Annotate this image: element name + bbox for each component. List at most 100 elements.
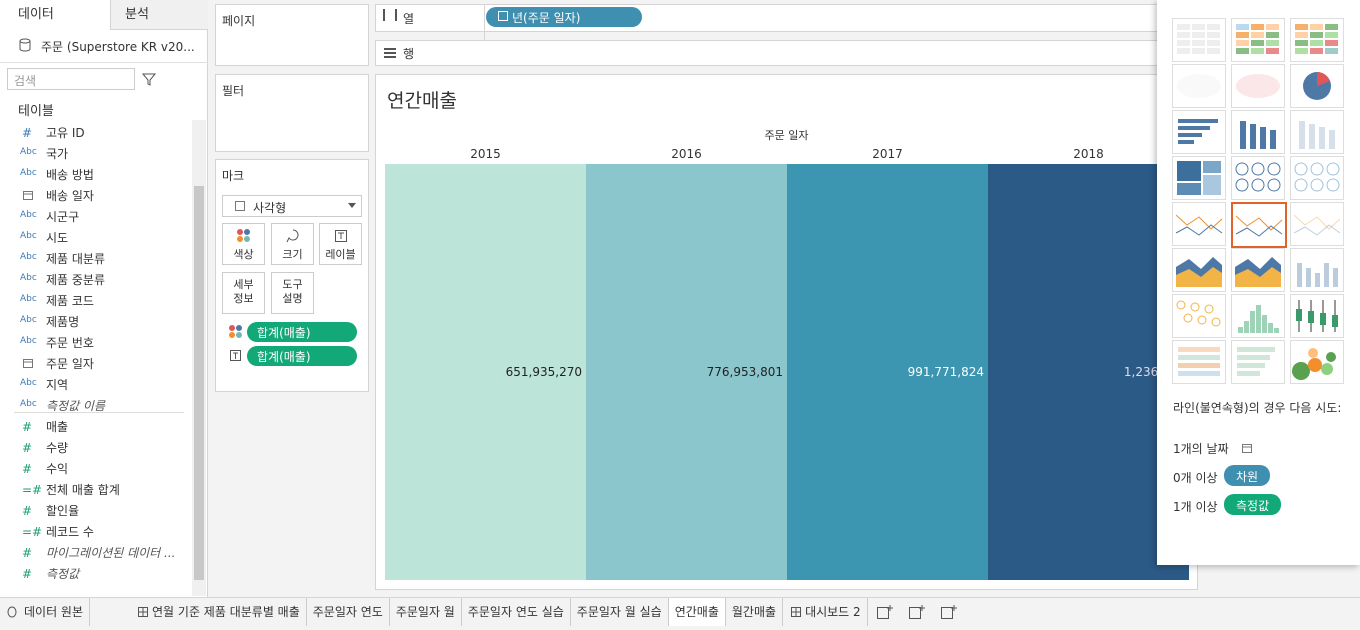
field[interactable]: 주문 일자 — [46, 357, 94, 371]
field[interactable]: 시군구 — [46, 210, 80, 224]
rows-text: 행 — [403, 47, 415, 61]
sheet-tab[interactable]: 주문일자 월 — [390, 598, 462, 626]
mark-button[interactable]: 도구 설명 — [271, 272, 314, 314]
icon-shape — [1178, 355, 1220, 360]
heat-cell[interactable] — [586, 164, 787, 580]
chart-thumbnail[interactable] — [1231, 18, 1285, 62]
chart-thumbnail[interactable] — [1290, 156, 1344, 200]
date-pill[interactable]: 년(주문 일자) — [486, 7, 642, 27]
field[interactable]: 제품 중분류 — [46, 273, 106, 287]
icon-shape — [1192, 40, 1205, 46]
show-me: 라인(불연속형)의 경우 다음 시도: 1개의 날짜 0개 이상 차원 1개 이상 측정값 — [1157, 0, 1360, 565]
icon-shape — [1267, 162, 1281, 176]
measure-pill[interactable]: 합계(매출) — [247, 346, 357, 366]
chart-thumbnail[interactable] — [1290, 110, 1344, 154]
data-tab[interactable]: 데이터 — [18, 7, 54, 22]
icon-shape — [1177, 74, 1221, 98]
field[interactable]: 지역 — [46, 378, 69, 392]
requirement: 0개 이상 — [1173, 471, 1218, 485]
field[interactable]: 제품명 — [46, 315, 80, 329]
icon-shape — [1320, 313, 1326, 325]
chart-thumbnail[interactable] — [1172, 110, 1226, 154]
new-sheet-button[interactable] — [908, 604, 926, 620]
sheet-tab[interactable]: 월간매출 — [726, 598, 784, 626]
chart-thumbnail[interactable] — [1231, 340, 1285, 384]
field[interactable]: 측정값 이름 — [46, 399, 106, 413]
icon-shape — [237, 229, 243, 235]
field-icon: # — [22, 546, 33, 560]
icon-shape — [1236, 48, 1249, 54]
chart-thumbnail[interactable] — [1290, 202, 1344, 246]
field[interactable]: 레코드 수 — [46, 525, 94, 539]
field[interactable]: 수량 — [46, 441, 69, 455]
icon-shape — [1299, 121, 1305, 149]
sheet-tab[interactable]: 연간매출 — [668, 598, 726, 626]
mark-button-label: 색상 — [233, 248, 254, 261]
chart-thumbnail[interactable] — [1172, 248, 1226, 292]
field[interactable]: 매출 — [46, 420, 69, 434]
icon-shape — [1251, 24, 1264, 30]
chart-thumbnail[interactable] — [1172, 294, 1226, 338]
mark-button-icon — [335, 230, 347, 242]
field[interactable]: 제품 코드 — [46, 294, 94, 308]
heat-cell[interactable] — [385, 164, 586, 580]
search-box[interactable]: 검색 — [7, 68, 135, 90]
icon-shape — [1236, 32, 1249, 38]
icon-shape — [1267, 178, 1281, 192]
heat-cell[interactable] — [787, 164, 988, 580]
chart-thumbnail[interactable] — [1231, 202, 1287, 248]
field[interactable]: 시도 — [46, 231, 69, 245]
mark-button[interactable]: 레이블 — [319, 223, 362, 265]
field[interactable]: 측정값 — [46, 567, 80, 581]
chart-thumbnail[interactable] — [1290, 340, 1344, 384]
icon-shape — [1306, 268, 1311, 287]
field[interactable]: 수익 — [46, 462, 69, 476]
mark-button[interactable]: 세부 정보 — [222, 272, 265, 314]
chart-thumbnail[interactable] — [1231, 248, 1285, 292]
icon-shape — [230, 350, 241, 361]
chart-thumbnail[interactable] — [1231, 110, 1285, 154]
analysis-tab[interactable]: 분석 — [110, 0, 208, 30]
sheet-tab[interactable]: 주문일자 월 실습 — [571, 598, 669, 626]
sheet-tab[interactable]: 데이터 원본 — [0, 598, 91, 626]
chart-thumbnail[interactable] — [1172, 18, 1226, 62]
new-sheet-button[interactable] — [876, 604, 894, 620]
mark-type[interactable]: 사각형 — [222, 195, 362, 217]
chart-thumbnail[interactable] — [1231, 156, 1285, 200]
chart-thumbnail[interactable] — [1172, 202, 1226, 246]
chart-thumbnail[interactable] — [1231, 294, 1285, 338]
chart-thumbnail[interactable] — [1231, 64, 1285, 108]
icon-shape — [1310, 178, 1324, 192]
chart-thumbnail[interactable] — [1290, 64, 1344, 108]
icon-shape — [1178, 119, 1218, 123]
mark-button[interactable]: 색상 — [222, 223, 265, 265]
field[interactable]: 할인율 — [46, 504, 80, 518]
chart-thumbnail[interactable] — [1290, 294, 1344, 338]
data-source[interactable]: 주문 (Superstore KR v20... — [41, 40, 195, 54]
icon-shape — [1268, 323, 1273, 333]
chart-thumbnail[interactable] — [1172, 64, 1226, 108]
sheet-tab[interactable]: 주문일자 연도 — [307, 598, 390, 626]
chart-thumbnail[interactable] — [1172, 156, 1226, 200]
heat-cell[interactable] — [988, 164, 1189, 580]
field[interactable]: 고유 ID — [46, 126, 85, 140]
field[interactable]: 전체 매출 합계 — [46, 483, 120, 497]
sheet-tab[interactable]: 대시보드 2 — [783, 598, 868, 626]
field[interactable]: 주문 번호 — [46, 336, 94, 350]
field[interactable]: 배송 방법 — [46, 168, 94, 182]
scroll-thumb[interactable] — [194, 186, 204, 580]
new-sheet-button[interactable] — [940, 604, 958, 620]
chart-thumbnail[interactable] — [1290, 248, 1344, 292]
icon-shape — [1178, 363, 1220, 368]
measure-pill[interactable]: 합계(매출) — [247, 322, 357, 342]
field[interactable]: 마이그레이션된 데이터 ... — [46, 546, 176, 560]
sheet-tab[interactable]: 주문일자 연도 실습 — [462, 598, 571, 626]
chart-thumbnail[interactable] — [1290, 18, 1344, 62]
icon-shape — [1326, 162, 1340, 176]
field[interactable]: 제품 대분류 — [46, 252, 106, 266]
mark-button[interactable]: 크기 — [271, 223, 314, 265]
field[interactable]: 국가 — [46, 147, 69, 161]
field[interactable]: 배송 일자 — [46, 189, 94, 203]
chart-thumbnail[interactable] — [1172, 340, 1226, 384]
sheet-tab[interactable]: 연월 기준 제품 대분류별 매출 — [130, 598, 307, 626]
